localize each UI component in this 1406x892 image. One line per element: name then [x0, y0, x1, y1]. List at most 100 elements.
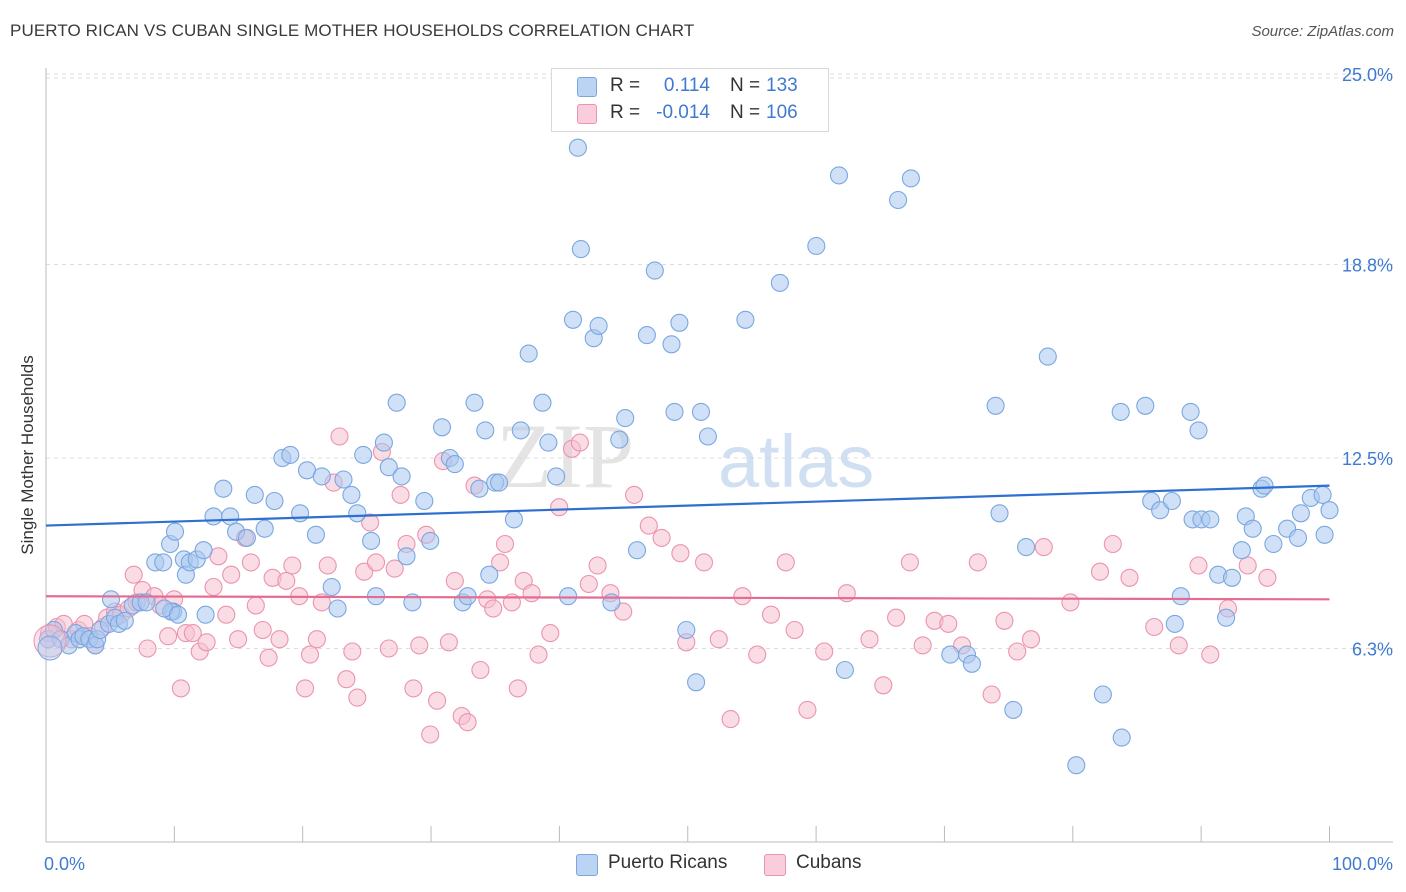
- data-points: [33, 138, 1339, 775]
- cuban-point: [471, 660, 490, 680]
- cuban-point: [259, 648, 278, 667]
- puerto-rican-point: [662, 335, 681, 354]
- cuban-point: [1090, 562, 1110, 581]
- y-tick-label: 6.3%: [1352, 639, 1393, 659]
- puerto-rican-point: [1067, 756, 1086, 775]
- puerto-rican-point: [645, 261, 664, 280]
- puerto-rican-point: [986, 396, 1005, 415]
- puerto-rican-point: [415, 491, 434, 511]
- cuban-point: [138, 639, 157, 658]
- cuban-point: [709, 630, 728, 649]
- cuban-point: [222, 565, 241, 584]
- legend-label: Cubans: [796, 852, 862, 873]
- puerto-rican-point: [1315, 525, 1334, 544]
- puerto-rican-point: [214, 479, 233, 498]
- puerto-rican-point: [291, 504, 310, 523]
- puerto-rican-point: [835, 660, 854, 680]
- cuban-point: [421, 725, 440, 744]
- puerto-rican-point: [348, 504, 367, 523]
- puerto-rican-point: [677, 620, 696, 640]
- blue-swatch: [577, 77, 597, 97]
- cuban-cluster-point: [33, 624, 67, 658]
- puerto-rican-point: [770, 273, 789, 292]
- puerto-rican-point: [445, 455, 464, 474]
- cuban-point: [815, 642, 834, 661]
- stats-row-cubans: R = -0.014 N = 106: [552, 100, 828, 126]
- n-label: N =: [730, 75, 761, 96]
- puerto-rican-point: [334, 470, 353, 489]
- cuban-point: [900, 553, 919, 572]
- puerto-rican-point: [1243, 519, 1262, 538]
- r-value: 0.114: [663, 75, 710, 96]
- puerto-rican-trend-line: [45, 484, 1330, 527]
- cuban-point: [982, 685, 1001, 704]
- stats-row-puerto-ricans: R = 0.114 N = 133: [552, 73, 828, 99]
- puerto-rican-cluster-point: [37, 635, 63, 661]
- cuban-point: [570, 433, 589, 452]
- cuban-point: [1145, 617, 1164, 637]
- cuban-point: [694, 553, 714, 572]
- puerto-rican-point: [610, 430, 629, 449]
- cuban-point: [671, 544, 690, 563]
- cuban-point: [522, 584, 541, 603]
- puerto-rican-point: [1111, 402, 1130, 421]
- source-label: Source: ZipAtlas.com: [1251, 23, 1394, 40]
- cuban-point: [939, 614, 958, 633]
- puerto-rican-point: [196, 605, 215, 624]
- puerto-rican-point: [829, 166, 849, 185]
- n-label: N =: [730, 102, 761, 123]
- watermark-atlas: atlas: [718, 420, 874, 503]
- cuban-point: [1061, 593, 1080, 612]
- puerto-rican-point: [889, 190, 908, 210]
- puerto-rican-point: [465, 393, 484, 412]
- cuban-point: [229, 630, 248, 649]
- cuban-point: [860, 630, 879, 649]
- puerto-rican-point: [421, 531, 440, 550]
- puerto-rican-point: [255, 519, 274, 538]
- puerto-rican-point: [1112, 728, 1131, 747]
- puerto-rican-point: [559, 587, 578, 606]
- cuban-point: [625, 485, 644, 504]
- series-legend: Puerto Ricans Cubans: [0, 852, 1406, 878]
- puerto-rican-point: [698, 427, 717, 446]
- puerto-rican-point: [1038, 347, 1057, 366]
- puerto-rican-point: [1136, 396, 1155, 415]
- puerto-rican-point: [687, 673, 706, 692]
- pink-swatch: [764, 854, 786, 876]
- puerto-rican-point: [470, 479, 489, 498]
- cuban-point: [550, 498, 569, 517]
- cuban-point: [171, 679, 190, 698]
- puerto-rican-point: [322, 577, 341, 597]
- cuban-point: [508, 679, 527, 698]
- cuban-point: [721, 710, 740, 729]
- puerto-rican-point: [941, 645, 960, 664]
- cuban-point: [296, 679, 315, 698]
- puerto-rican-point: [1181, 402, 1200, 421]
- puerto-rican-point: [204, 507, 223, 526]
- cuban-point: [330, 427, 349, 446]
- puerto-rican-point: [547, 467, 566, 486]
- r-label: R =: [610, 75, 641, 96]
- puerto-rican-point: [1217, 608, 1236, 627]
- cuban-point: [159, 627, 178, 646]
- puerto-rican-point: [691, 402, 711, 421]
- puerto-rican-point: [328, 599, 347, 618]
- puerto-rican-point: [962, 654, 981, 673]
- puerto-rican-point: [1313, 485, 1332, 504]
- puerto-rican-point: [362, 531, 381, 550]
- x-tick-label: 100.0%: [1332, 854, 1393, 874]
- cuban-point: [361, 513, 380, 532]
- puerto-rican-point: [1222, 568, 1242, 587]
- cuban-point: [887, 608, 906, 627]
- cuban-point: [204, 577, 223, 597]
- chart-title: PUERTO RICAN VS CUBAN SINGLE MOTHER HOUS…: [10, 21, 695, 40]
- cuban-point: [639, 516, 658, 535]
- puerto-rican-point: [1017, 538, 1036, 557]
- puerto-rican-point: [1162, 491, 1181, 511]
- cuban-point: [246, 596, 265, 615]
- puerto-rican-point: [476, 421, 495, 440]
- y-tick-label: 25.0%: [1342, 65, 1393, 85]
- cuban-point: [283, 556, 302, 575]
- cuban-point: [410, 636, 429, 655]
- cuban-point: [241, 553, 260, 572]
